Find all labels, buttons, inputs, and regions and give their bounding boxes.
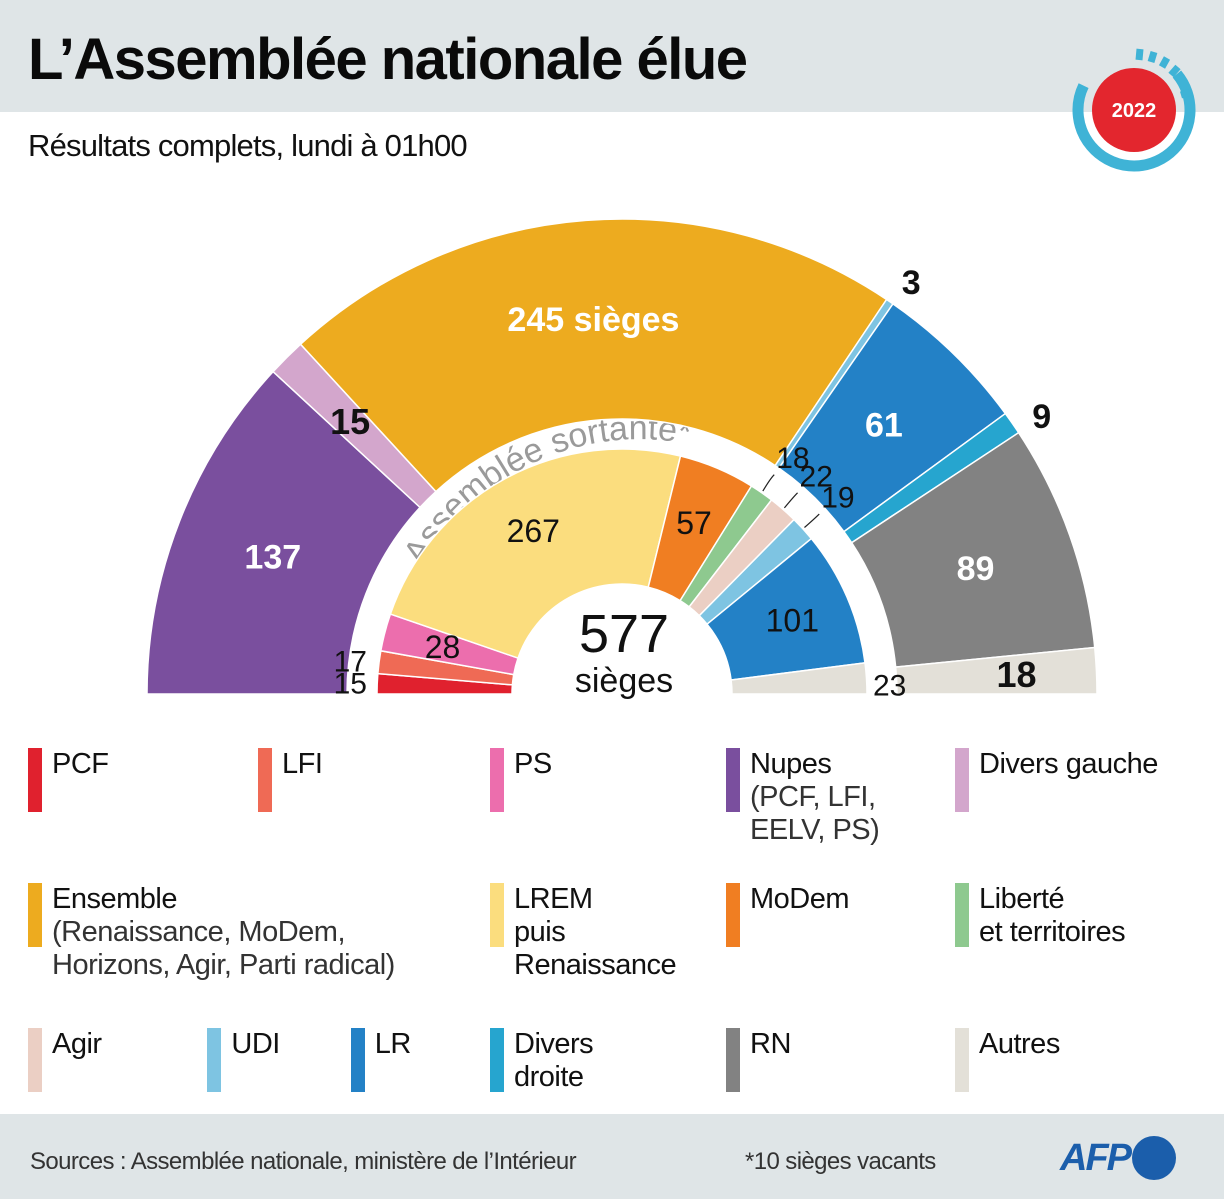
header-band [0, 0, 1224, 112]
inner-label-modem: 57 [676, 505, 712, 541]
outer-label-ensemble: 245 sièges [507, 301, 679, 339]
legend-item-nupes: Nupes (PCF, LFI, EELV, PS) [726, 748, 880, 847]
legend-item-autres: Autres [955, 1028, 1060, 1092]
legend-label: RN [750, 1028, 791, 1060]
outer-label-divers-gauche: 15 [330, 401, 370, 442]
center-total-unit: sièges [575, 662, 673, 700]
legend-label: Nupes (PCF, LFI, EELV, PS) [750, 748, 880, 846]
legend-swatch [726, 1028, 740, 1092]
legend-item-ps: PS [490, 748, 552, 812]
outer-label-divers-droite: 9 [1032, 398, 1051, 436]
legend-label: UDI [231, 1028, 280, 1060]
legend-item-lrem-puis-renaissance: LREM puis Renaissance [490, 883, 677, 982]
outer-segment-nupes [146, 370, 422, 695]
footer-vacancy-note: *10 sièges vacants [745, 1148, 936, 1175]
inner-segment-lrem-puis-renaissance [389, 448, 682, 660]
inner-label-lrem-puis-renaissance: 267 [507, 513, 560, 549]
legend-label: LREM puis Renaissance [514, 883, 677, 981]
legend-swatch [350, 1028, 365, 1092]
legend-item-divers-gauche: Divers gauche [955, 748, 1158, 812]
inner-label-lfi: 17 [334, 646, 367, 679]
legend-swatch [28, 748, 42, 812]
legend-label: Divers gauche [979, 748, 1158, 780]
election-year-badge: 2022 [1072, 48, 1196, 172]
legend-item-rn: RN [726, 1028, 791, 1092]
legend-swatch [955, 883, 969, 947]
outer-ring-elected [146, 218, 1098, 695]
legend-item-lr: LR [350, 1028, 412, 1092]
inner-label-udi: 19 [821, 482, 854, 515]
afp-logo-text: AFP [1060, 1136, 1132, 1179]
legend-swatch [726, 883, 740, 947]
legend-item-ensemble: Ensemble (Renaissance, MoDem, Horizons, Ag… [28, 883, 395, 982]
legend-swatch [207, 1028, 222, 1092]
legend-label: Liberté et territoires [979, 883, 1126, 948]
legend-item-lfi: LFI [258, 748, 323, 812]
badge-ticks [1135, 48, 1193, 99]
legend-label: Agir [52, 1028, 102, 1060]
legend-item-modem: MoDem [726, 883, 850, 947]
badge-year: 2022 [1112, 100, 1157, 122]
legend-item-pcf: PCF [28, 748, 109, 812]
legend-swatch [955, 748, 969, 812]
legend-item-udi: UDI [207, 1028, 280, 1092]
page-title: L’Assemblée nationale élue [28, 27, 748, 92]
legend-swatch [490, 883, 504, 947]
legend-label: Ensemble (Renaissance, MoDem, Horizons, Ag… [52, 883, 395, 981]
outer-label-udi: 3 [902, 264, 921, 302]
outer-label-nupes: 137 [244, 538, 301, 576]
inner-label-autres: 23 [873, 670, 906, 703]
legend-swatch [490, 748, 504, 812]
legend-swatch [28, 883, 42, 947]
page-subtitle: Résultats complets, lundi à 01h00 [28, 128, 468, 163]
footer: Sources : Assemblée nationale, ministère… [0, 1114, 1224, 1199]
inner-segment-autres [730, 662, 868, 695]
parliament-chart: Assemblée élue Assemblée sortante* 13715… [146, 218, 1098, 703]
legend-label: PCF [52, 748, 109, 780]
legend-item-divers-droite: Divers droite [490, 1028, 594, 1094]
outer-label-autres: 18 [997, 654, 1037, 695]
legend-label: Divers droite [514, 1028, 594, 1093]
inner-label-agir-leader-line [783, 492, 798, 509]
legend: PCF LFI PS Nupes (PCF, LFI, EELV, PS) Divers g… [0, 740, 1224, 1110]
inner-ring-outgoing [376, 448, 868, 695]
inner-label-udi-leader-line [804, 513, 820, 528]
legend-label: MoDem [750, 883, 850, 915]
inner-label-pcf: 15 [334, 667, 367, 700]
inner-label-ps: 28 [425, 629, 461, 665]
legend-label: LR [374, 1028, 412, 1060]
legend-swatch [490, 1028, 504, 1092]
legend-item-agir: Agir [28, 1028, 102, 1092]
legend-swatch [28, 1028, 42, 1092]
afp-logo-dot-icon [1132, 1136, 1176, 1180]
outer-segment-ensemble [299, 218, 888, 493]
center-total-value: 577 [579, 604, 669, 664]
legend-swatch [258, 748, 272, 812]
inner-label-liberte-et-territoires-leader-line [762, 474, 775, 492]
legend-label: Autres [979, 1028, 1060, 1060]
legend-label: PS [514, 748, 552, 780]
inner-label-liberte-et-territoires: 18 [776, 442, 809, 475]
outer-label-lr: 61 [865, 407, 903, 445]
legend-swatch [955, 1028, 969, 1092]
afp-logo: AFP [1060, 1136, 1176, 1180]
inner-label-agir: 22 [800, 460, 833, 493]
outer-label-rn: 89 [957, 550, 995, 588]
inner-label-lr: 101 [766, 603, 819, 639]
legend-label: LFI [282, 748, 323, 780]
footer-sources: Sources : Assemblée nationale, ministère… [30, 1148, 577, 1175]
outer-segment-autres [894, 646, 1098, 695]
legend-item-liberte-et-territoires: Liberté et territoires [955, 883, 1126, 949]
badge-center [1092, 68, 1176, 152]
legend-swatch [726, 748, 740, 812]
